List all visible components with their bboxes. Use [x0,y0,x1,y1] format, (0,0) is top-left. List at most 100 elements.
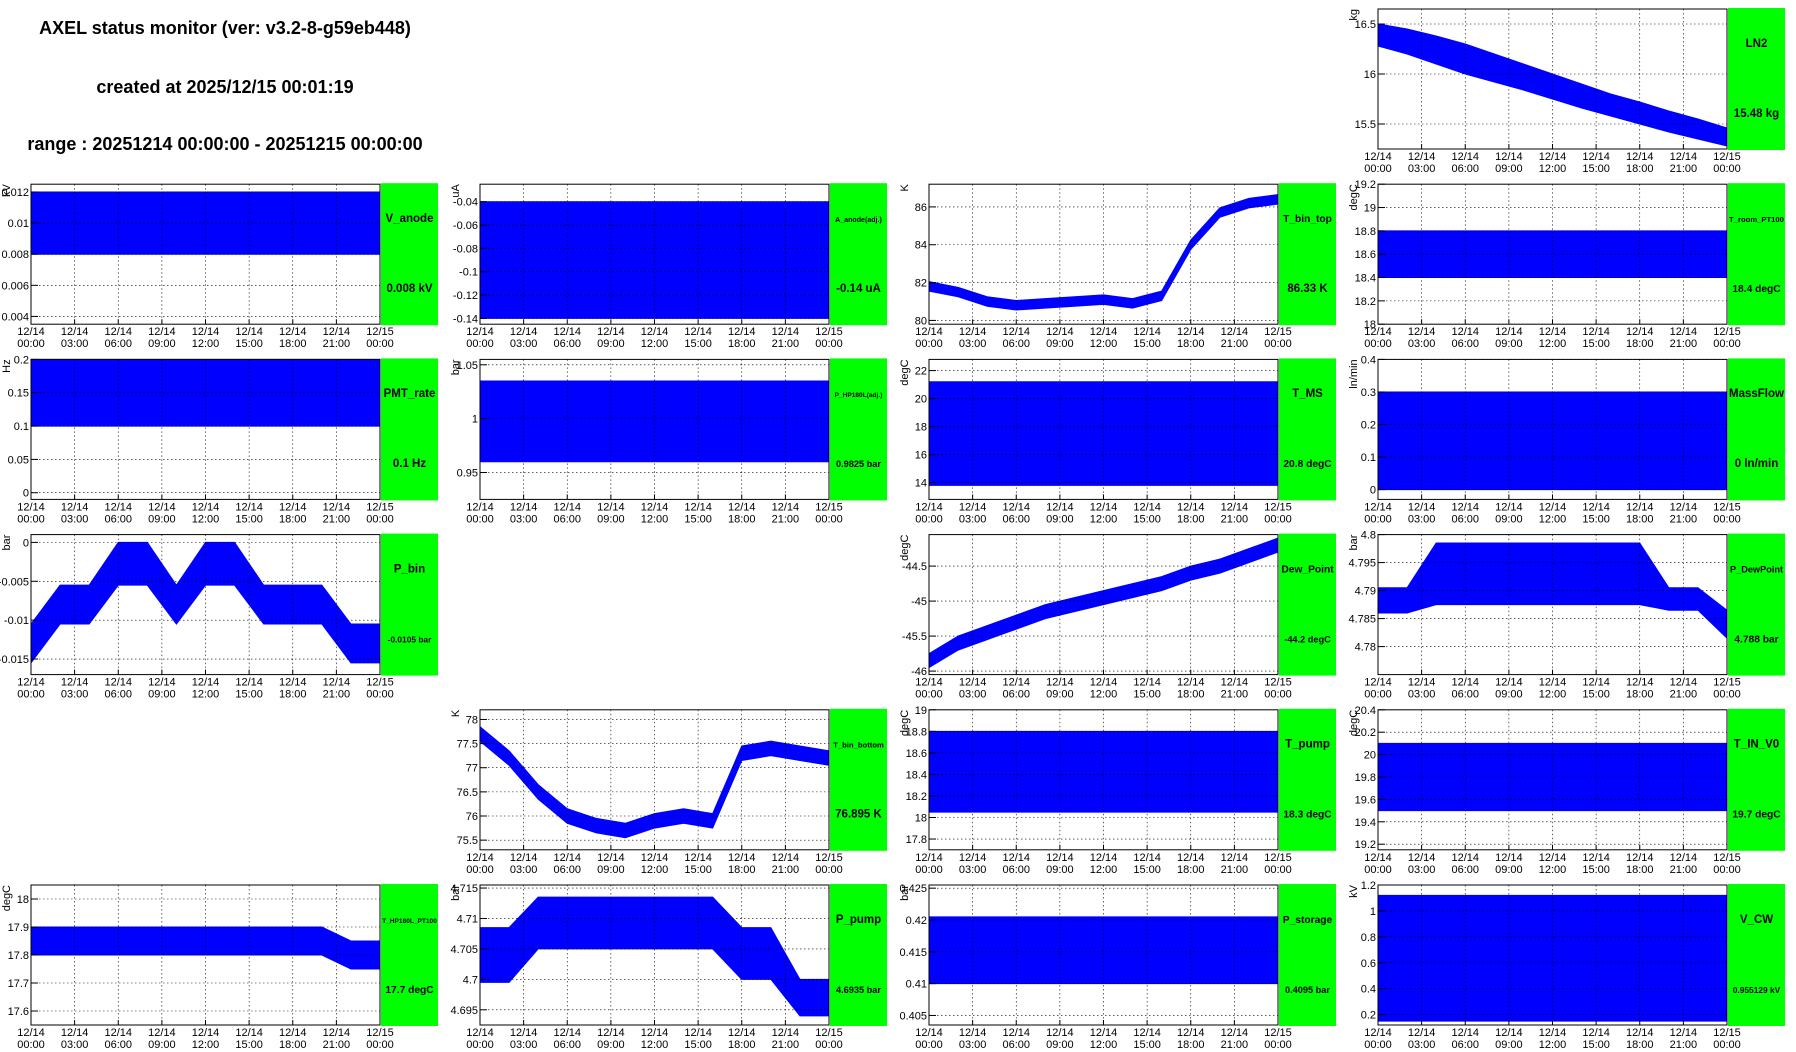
x-tick-label: 12/14 06:00 [1002,677,1030,701]
x-tick-label: 12/14 15:00 [684,326,712,350]
y-tick-label: 20 [915,394,927,406]
x-tick-label: 12/14 09:00 [1495,326,1523,350]
x-tick-label: 12/14 18:00 [1177,326,1205,350]
x-tick-label: 12/14 03:00 [61,1027,89,1051]
y-tick-label: 18.6 [1355,249,1376,261]
x-tick-label: 12/14 15:00 [1582,1027,1610,1051]
x-tick-label: 12/14 03:00 [1408,852,1436,876]
x-tick-label: 12/15 00:00 [1264,501,1292,525]
x-tick-label: 12/15 00:00 [815,501,843,525]
panel: -0.015 -0.01 -0.005 0 12/14 00:00 12/14 03:00 12… [0,533,438,701]
x-tick-label: 12/14 00:00 [17,501,45,525]
x-tick-label: 12/14 21:00 [323,1027,351,1051]
status-value: 0.008 kV [386,283,432,295]
status-name: T_HP180L_PT100 [382,918,437,925]
status-box [1728,183,1785,326]
y-tick-label: 14 [915,478,927,490]
x-tick-label: 12/14 18:00 [279,501,307,525]
y-axis-label: kV [1348,884,1360,898]
y-tick-label: 0 [23,537,29,549]
status-name: P_HP180L(adj.) [835,392,883,399]
x-tick-label: 12/14 06:00 [1451,151,1479,175]
y-tick-label: 4.71 [457,913,478,925]
x-tick-label: 12/15 00:00 [815,1027,843,1051]
x-tick-label: 12/14 21:00 [323,326,351,350]
panel: 17.6 17.7 17.8 17.9 18 12/14 00:00 12/14 03:00 12… [1,884,438,1051]
status-name: T_MS [1292,388,1323,400]
y-tick-label: 1 [472,414,478,426]
x-tick-label: 12/14 15:00 [684,852,712,876]
y-tick-label: 4.8 [1361,530,1376,542]
x-tick-label: 12/14 09:00 [1495,151,1523,175]
status-box [830,358,887,501]
x-tick-label: 12/14 00:00 [1364,326,1392,350]
y-tick-label: 20 [1364,750,1376,762]
x-tick-label: 12/14 15:00 [684,501,712,525]
x-tick-label: 12/14 18:00 [1626,501,1654,525]
x-tick-label: 12/14 06:00 [1451,1027,1479,1051]
status-name: T_bin_bottom [833,741,884,750]
y-tick-label: 0.01 [8,218,29,230]
x-tick-label: 12/14 00:00 [915,1027,943,1051]
y-tick-label: 76.5 [457,787,478,799]
x-tick-label: 12/14 03:00 [959,677,987,701]
y-tick-label: 22 [915,366,927,378]
status-value: 0.4095 bar [1285,985,1330,995]
y-tick-label: 4.79 [1355,586,1376,598]
y-tick-label: 18.6 [906,748,927,760]
x-tick-label: 12/14 15:00 [235,1027,263,1051]
x-tick-label: 12/14 15:00 [1582,501,1610,525]
x-tick-label: 12/14 18:00 [1177,1027,1205,1051]
x-tick-label: 12/14 15:00 [235,326,263,350]
x-tick-label: 12/15 00:00 [815,326,843,350]
y-tick-label: -0.015 [0,654,29,666]
status-box [381,358,438,501]
y-tick-label: 78 [466,714,478,726]
x-tick-label: 12/14 09:00 [1495,501,1523,525]
y-tick-label: 17.7 [8,978,29,990]
x-tick-label: 12/14 12:00 [192,501,220,525]
x-tick-label: 12/14 12:00 [641,1027,669,1051]
status-value: 17.7 degC [385,985,434,996]
x-tick-label: 12/14 15:00 [1133,1027,1161,1051]
status-box [1279,183,1336,326]
x-tick-label: 12/14 15:00 [1133,852,1161,876]
x-tick-label: 12/14 06:00 [553,1027,581,1051]
x-tick-label: 12/14 18:00 [728,852,756,876]
x-tick-label: 12/15 00:00 [1713,151,1741,175]
status-name: V_CW [1740,914,1773,926]
x-tick-label: 12/14 09:00 [1495,677,1523,701]
x-tick-label: 12/14 06:00 [1002,852,1030,876]
y-tick-label: 0.42 [906,915,927,927]
y-axis-label: degC [1,885,13,911]
x-tick-label: 12/14 03:00 [1408,326,1436,350]
status-box [830,708,887,851]
status-name: P_pump [836,914,881,926]
x-tick-label: 12/14 06:00 [1002,501,1030,525]
created-time: created at 2025/12/15 00:01:19 [96,77,353,97]
y-tick-label: 77 [466,763,478,775]
y-axis-label: degC [899,535,911,561]
x-tick-label: 12/14 03:00 [1408,151,1436,175]
x-tick-label: 12/14 15:00 [235,677,263,701]
x-tick-label: 12/14 21:00 [1221,501,1249,525]
x-tick-label: 12/15 00:00 [815,852,843,876]
data-band [479,380,830,463]
y-axis-label: bar [450,885,462,901]
y-tick-label: 4.695 [450,1005,478,1017]
y-axis-label: bar [1348,534,1360,550]
x-tick-label: 12/14 15:00 [1133,677,1161,701]
y-tick-label: -0.04 [453,197,478,209]
y-tick-label: 0 [1370,485,1376,497]
panel: 15.5 16 16.5 12/14 00:00 12/14 03:00 12/14 06:00… [1348,8,1785,175]
status-value: -44.2 degC [1284,634,1331,644]
x-tick-label: 12/14 21:00 [1670,326,1698,350]
x-tick-label: 12/14 15:00 [1582,326,1610,350]
panel: 4.78 4.785 4.79 4.795 4.8 12/14 00:00 12/14 03:0… [1348,530,1785,701]
data-band [928,381,1279,486]
x-tick-label: 12/14 00:00 [915,852,943,876]
status-box [1728,884,1785,1026]
x-tick-label: 12/15 00:00 [366,1027,394,1051]
y-tick-label: 16 [915,450,927,462]
y-tick-label: 16.5 [1355,19,1376,31]
